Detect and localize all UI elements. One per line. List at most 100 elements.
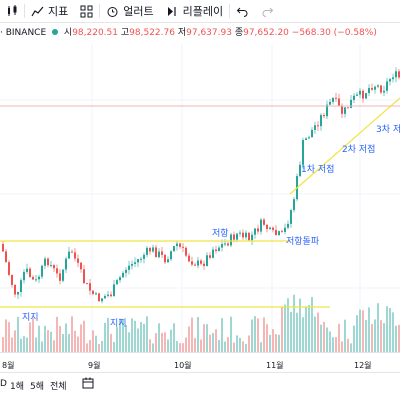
candle-body bbox=[341, 105, 343, 114]
volume-bar bbox=[245, 343, 247, 352]
volume-bar bbox=[191, 317, 193, 352]
indicators-label: 지표 bbox=[48, 5, 69, 18]
volume-bar bbox=[239, 337, 241, 352]
candle-body bbox=[314, 125, 316, 130]
candle-body bbox=[50, 265, 52, 267]
volume-bar bbox=[155, 333, 157, 352]
layouts-button[interactable] bbox=[74, 0, 99, 22]
candle-body bbox=[194, 264, 196, 266]
candle-body bbox=[350, 99, 352, 109]
range-1d-button[interactable]: D bbox=[0, 379, 7, 389]
candle-body bbox=[233, 234, 235, 240]
volume-bar bbox=[113, 342, 115, 352]
candle-body bbox=[278, 231, 280, 236]
xaxis-label-oct: 10월 bbox=[174, 361, 192, 370]
volume-bar bbox=[224, 341, 226, 352]
volume-bar bbox=[284, 304, 286, 352]
volume-bar bbox=[281, 307, 283, 352]
range-5y-button[interactable]: 5해 bbox=[30, 382, 45, 392]
change-value: −568.30 (−0.58%) bbox=[291, 28, 377, 38]
candle-body bbox=[209, 255, 211, 258]
candle-body bbox=[197, 260, 199, 266]
volume-bar bbox=[2, 337, 4, 352]
candle-body bbox=[134, 262, 136, 264]
indicators-button[interactable]: 지표 bbox=[25, 0, 74, 22]
volume-bars bbox=[2, 294, 400, 352]
candle-body bbox=[20, 280, 22, 293]
candle-body bbox=[152, 247, 154, 252]
replay-label: 리플레이 bbox=[182, 5, 224, 18]
volume-bar bbox=[140, 322, 142, 352]
price-chart[interactable]: 지지 지지 저항 저항돌파 1차 저점 2차 저점 3차 저 bbox=[0, 44, 400, 352]
replay-button[interactable]: 리플레이 bbox=[160, 0, 229, 22]
volume-bar bbox=[47, 330, 49, 352]
candle-body bbox=[53, 265, 55, 269]
ohlc-legend: · BINANCE 시98,220.51 고98,522.76 저97,637.… bbox=[0, 25, 377, 38]
candle-body bbox=[242, 232, 244, 238]
volume-bar bbox=[332, 337, 334, 352]
volume-bar bbox=[206, 324, 208, 352]
volume-bar bbox=[71, 316, 73, 352]
volume-bar bbox=[311, 296, 313, 352]
candle-body bbox=[68, 251, 70, 259]
volume-bar bbox=[197, 316, 199, 352]
alerts-button[interactable]: 얼러트 bbox=[100, 0, 159, 22]
volume-bar bbox=[53, 340, 55, 352]
volume-bar bbox=[152, 343, 154, 352]
volume-bar bbox=[248, 335, 250, 352]
undo-button[interactable] bbox=[230, 0, 255, 22]
volume-bar bbox=[26, 337, 28, 352]
candle-body bbox=[227, 243, 229, 246]
volume-bar bbox=[203, 324, 205, 352]
volume-bar bbox=[296, 312, 298, 352]
redo-button[interactable] bbox=[255, 0, 280, 22]
volume-bar bbox=[215, 329, 217, 352]
volume-bar bbox=[398, 324, 400, 352]
candle-body bbox=[308, 137, 310, 139]
range-all-button[interactable]: 전체 bbox=[50, 382, 67, 392]
volume-bar bbox=[275, 334, 277, 352]
candle-body bbox=[392, 77, 394, 80]
candle-body bbox=[161, 251, 163, 255]
undo-icon bbox=[236, 7, 248, 17]
volume-bar bbox=[338, 323, 340, 352]
candle-body bbox=[188, 255, 190, 262]
toolbar-divider bbox=[24, 4, 25, 18]
candle-body bbox=[266, 224, 268, 229]
chart-type-button[interactable] bbox=[0, 0, 24, 22]
candle-body bbox=[62, 269, 64, 281]
volume-bar bbox=[8, 322, 10, 352]
volume-bar bbox=[230, 316, 232, 352]
candle-body bbox=[65, 258, 67, 270]
time-axis[interactable]: 8월 9월 10월 11월 12월 bbox=[0, 352, 400, 373]
toolbar-divider bbox=[229, 4, 231, 18]
candle-body bbox=[377, 85, 379, 87]
date-range-button[interactable] bbox=[82, 377, 94, 392]
volume-bar bbox=[50, 331, 52, 352]
candle-body bbox=[29, 268, 31, 277]
symbol-label: · BINANCE bbox=[0, 28, 47, 38]
uptrend-line[interactable] bbox=[289, 97, 400, 195]
candle-body bbox=[89, 283, 91, 291]
candle-body bbox=[386, 81, 388, 91]
volume-bar bbox=[209, 334, 211, 352]
candle-body bbox=[347, 107, 349, 109]
redo-icon bbox=[262, 7, 274, 17]
chart-canvas[interactable] bbox=[0, 44, 400, 352]
candle-body bbox=[305, 138, 307, 141]
volume-bar bbox=[263, 317, 265, 352]
volume-bar bbox=[269, 334, 271, 352]
range-1y-button[interactable]: 1해 bbox=[10, 382, 25, 392]
candle-body bbox=[14, 284, 16, 295]
candle-body bbox=[41, 265, 43, 277]
candle-body bbox=[323, 115, 325, 117]
candle-body bbox=[5, 251, 7, 263]
volume-bar bbox=[131, 318, 133, 352]
volume-bar bbox=[80, 324, 82, 352]
volume-bar bbox=[299, 298, 301, 352]
candle-body bbox=[26, 268, 28, 272]
volume-bar bbox=[308, 305, 310, 352]
candle-body bbox=[146, 247, 148, 255]
candle-body bbox=[95, 293, 97, 295]
candle-body bbox=[287, 223, 289, 228]
